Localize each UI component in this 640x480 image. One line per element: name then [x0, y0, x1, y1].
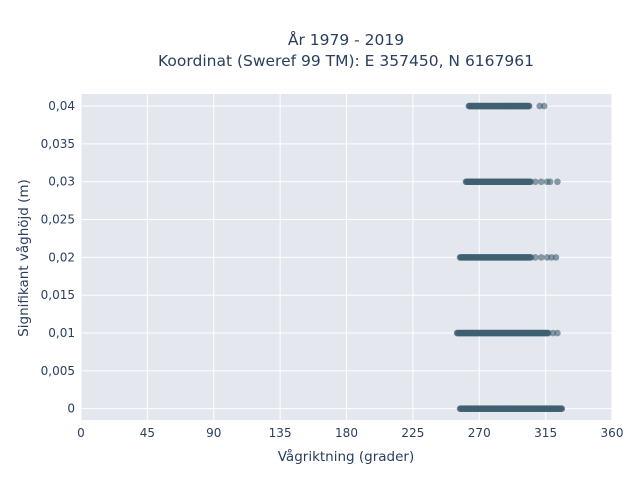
y-axis-ticks: 0 0,005 0,01 0,015 0,02 0,025 0,03 0,035 0,04 [41, 99, 75, 416]
x-tick-label: 0 [77, 426, 85, 440]
data-point [525, 102, 533, 110]
data-point [546, 178, 554, 186]
data-point [537, 178, 545, 186]
data-point [532, 254, 539, 261]
y-axis-label: Signifikant våghöjd (m) [15, 179, 32, 337]
data-point [537, 254, 545, 261]
x-tick-label: 315 [534, 426, 557, 440]
data-point [542, 405, 549, 412]
data-point [544, 329, 552, 337]
x-tick-label: 270 [468, 426, 491, 440]
x-tick-label: 180 [335, 426, 358, 440]
y-tick-label: 0,02 [48, 250, 75, 264]
data-point [558, 405, 566, 412]
data-point [554, 178, 561, 186]
y-tick-label: 0,03 [48, 175, 75, 189]
scatter-points [453, 102, 566, 412]
y-tick-label: 0 [67, 402, 75, 416]
x-tick-label: 135 [269, 426, 292, 440]
y-tick-label: 0,005 [41, 364, 75, 378]
y-tick-label: 0,01 [48, 326, 75, 340]
x-axis-ticks: 0 45 90 135 180 225 270 315 360 [77, 426, 623, 440]
data-point [527, 178, 534, 186]
x-tick-label: 90 [206, 426, 221, 440]
data-point [532, 178, 539, 186]
y-tick-label: 0,015 [41, 288, 75, 302]
y-tick-label: 0,025 [41, 213, 75, 227]
x-tick-label: 225 [401, 426, 424, 440]
x-tick-label: 45 [140, 426, 155, 440]
data-point [554, 329, 561, 337]
data-point [548, 405, 555, 412]
chart-title: År 1979 - 2019 [288, 30, 404, 49]
y-tick-label: 0,04 [48, 99, 75, 113]
chart-subtitle: Koordinat (Sweref 99 TM): E 357450, N 61… [158, 52, 534, 70]
data-point [540, 102, 548, 110]
x-axis-label: Vågriktning (grader) [278, 448, 415, 465]
y-tick-label: 0,035 [41, 137, 75, 151]
data-point [552, 254, 560, 261]
x-tick-label: 360 [601, 426, 624, 440]
